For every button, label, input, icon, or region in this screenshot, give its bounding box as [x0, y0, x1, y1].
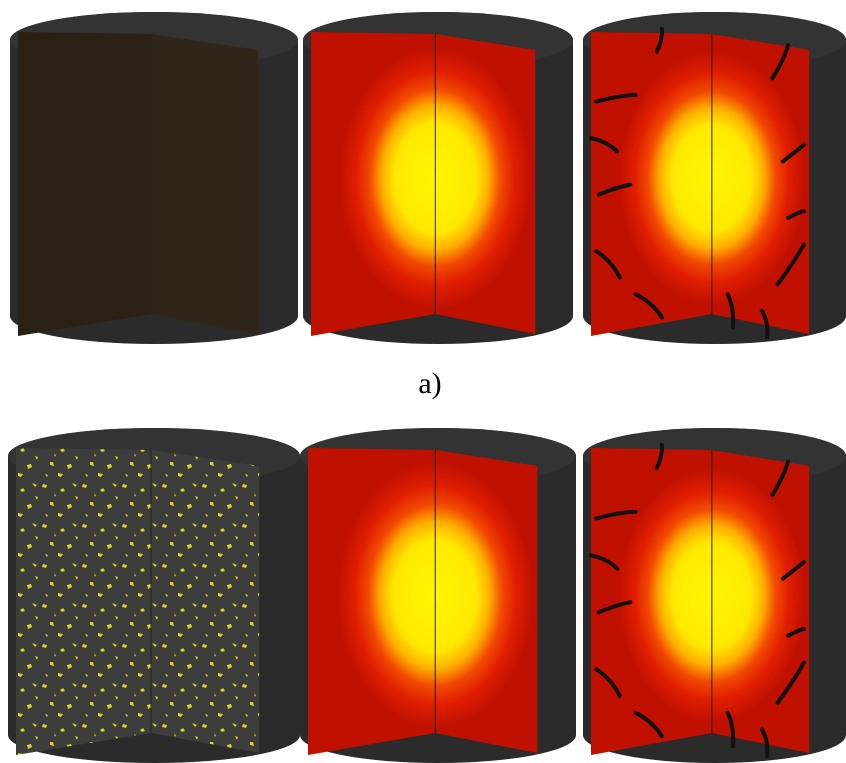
- cut-face-left: [308, 448, 435, 755]
- cylinder: [583, 428, 846, 763]
- cut-face-left: [18, 32, 151, 336]
- cut-face-right: [151, 450, 259, 753]
- cut-face-right: [435, 450, 537, 753]
- caption: a): [418, 367, 441, 400]
- cylinder: [300, 428, 576, 763]
- cylinder: [10, 12, 298, 344]
- cylinder: [8, 428, 300, 763]
- cut-face-right: [435, 34, 535, 334]
- cut-face-left: [591, 448, 712, 755]
- cut-face-left: [16, 448, 151, 755]
- cut-face-left: [591, 32, 712, 336]
- cylinder: [303, 12, 573, 344]
- cut-face-right: [712, 450, 809, 753]
- cut-face-right: [151, 34, 258, 334]
- figure: a): [0, 0, 846, 763]
- cut-face-right: [712, 34, 809, 334]
- cut-face-left: [311, 32, 435, 336]
- cylinder: [583, 12, 846, 344]
